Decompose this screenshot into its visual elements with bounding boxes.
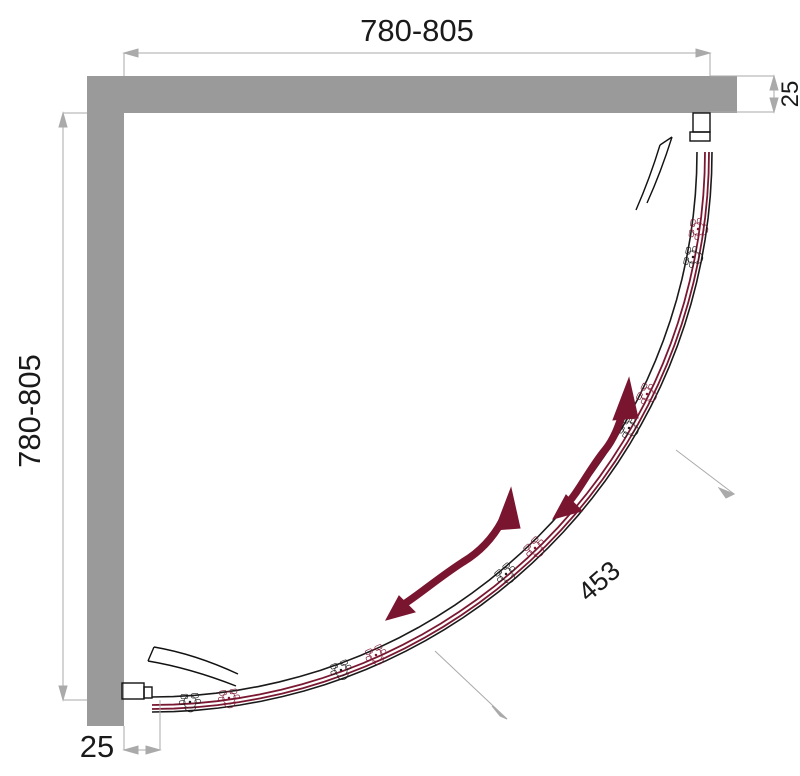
svg-text:780-805: 780-805 — [12, 354, 47, 468]
svg-text:25: 25 — [80, 729, 114, 764]
svg-text:453: 453 — [572, 555, 626, 607]
svg-text:25: 25 — [777, 81, 800, 108]
svg-text:780-805: 780-805 — [360, 13, 474, 48]
